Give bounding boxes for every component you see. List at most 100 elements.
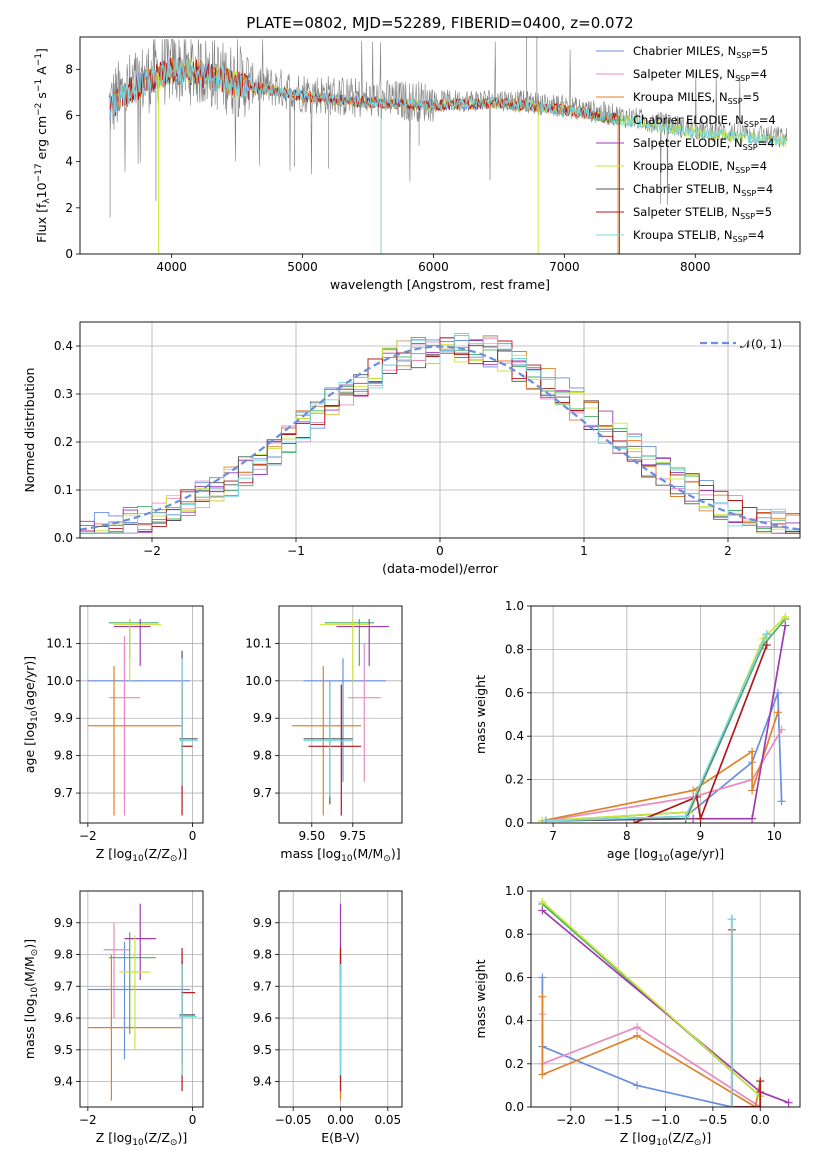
y-tick-label: 10.0 xyxy=(245,674,272,688)
errorbar-point xyxy=(181,680,193,816)
weight-vs-z-plot-area xyxy=(531,891,800,1107)
mass-weight-line xyxy=(545,633,768,822)
axes-frame xyxy=(79,321,801,539)
mass-weight-line xyxy=(545,625,787,822)
y-tick-label: 0.4 xyxy=(505,729,524,743)
y-tick-label: 0.2 xyxy=(505,1057,524,1071)
y-tick-label: 10.0 xyxy=(46,674,73,688)
model-spectrum xyxy=(109,57,787,147)
y-tick-label: 0.3 xyxy=(54,387,73,401)
errorbar-point xyxy=(108,932,156,1034)
mass-weight-marker xyxy=(756,1077,765,1086)
x-axis-label: wavelength [Angstrom, rest frame] xyxy=(330,277,550,292)
y-axis-label: mass weight xyxy=(473,959,488,1038)
y-axis-label: mass weight xyxy=(473,675,488,754)
x-tick-label: 7 xyxy=(549,829,557,843)
errorbar-point xyxy=(114,619,162,681)
y-tick-label: 9.4 xyxy=(253,1075,272,1089)
y-tick-label: 9.8 xyxy=(54,749,73,763)
x-tick-label: 0.00 xyxy=(327,1113,354,1127)
y-tick-label: 9.5 xyxy=(253,1043,272,1057)
y-tick-label: 0.0 xyxy=(505,1100,524,1114)
x-tick-label: 9.75 xyxy=(339,829,366,843)
errorbar-point xyxy=(87,941,190,1060)
residuals-plot-area xyxy=(80,322,800,538)
x-tick-label: 8000 xyxy=(680,260,711,274)
mass-weight-line xyxy=(541,977,761,1107)
x-tick-label: 4000 xyxy=(156,260,187,274)
errorbar-point xyxy=(303,680,353,805)
spectrum-plot-area xyxy=(108,37,788,254)
x-tick-label: 0 xyxy=(189,1113,197,1127)
x-tick-label: 6000 xyxy=(418,260,449,274)
mass-weight-marker xyxy=(538,973,547,982)
axes-frame xyxy=(79,36,801,255)
panel-age-vs-z: −2 0 9.7 9.8 9.9 10.0 10.1 Z [log10(Z/Z⊙)] age [… xyxy=(22,605,204,864)
mass-weight-marker xyxy=(696,814,705,823)
x-axis-label: E(B-V) xyxy=(321,1130,360,1145)
x-tick-label: 10 xyxy=(767,829,782,843)
y-tick-label: 0.6 xyxy=(505,686,524,700)
x-tick-label: 7000 xyxy=(549,260,580,274)
x-axis-label: mass [log10(M/M⊙)] xyxy=(280,846,400,864)
mass-weight-marker xyxy=(756,1103,765,1107)
x-tick-label: −1.5 xyxy=(604,1113,633,1127)
y-axis-label: Normed distribution xyxy=(22,368,37,493)
x-tick-label: 0 xyxy=(436,544,444,558)
axes-frame xyxy=(530,890,801,1108)
y-tick-label: 2 xyxy=(65,201,73,215)
x-tick-label: −0.5 xyxy=(698,1113,727,1127)
y-tick-label: 9.6 xyxy=(54,1011,73,1025)
mass-weight-line xyxy=(541,901,761,1097)
y-tick-label: 0.8 xyxy=(505,642,524,656)
mass-weight-marker xyxy=(689,814,698,823)
mass-weight-marker xyxy=(777,797,786,806)
axes-frame xyxy=(278,605,403,824)
y-tick-label: 9.4 xyxy=(54,1075,73,1089)
y-tick-label: 0.4 xyxy=(54,339,73,353)
axes-frame xyxy=(278,890,403,1108)
y-tick-label: 9.7 xyxy=(54,979,73,993)
x-tick-label: −2 xyxy=(143,544,161,558)
errorbar-point xyxy=(103,922,130,1019)
mass-weight-marker xyxy=(727,915,736,924)
panel-weight-vs-age: 7 8 9 10 0.0 0.2 0.4 0.6 0.8 1.0 age [log10(age/yr… xyxy=(473,599,801,864)
model-spectrum xyxy=(109,57,618,124)
x-tick-label: −2 xyxy=(79,829,97,843)
legend-entry: Kroupa ELODIE, NSSP=4 xyxy=(633,159,767,175)
y-tick-label: 9.8 xyxy=(253,948,272,962)
x-tick-label: 0 xyxy=(189,829,197,843)
x-axis-label: (data-model)/error xyxy=(382,561,499,576)
errorbar-point xyxy=(308,684,361,816)
y-tick-label: 1.0 xyxy=(505,599,524,613)
mass-weight-marker xyxy=(633,1031,642,1040)
y-tick-label: 0.8 xyxy=(505,927,524,941)
y-tick-label: 9.8 xyxy=(253,749,272,763)
legend-entry: Chabrier STELIB, NSSP=4 xyxy=(633,182,773,198)
x-axis-label: Z [log10(Z/Z⊙)] xyxy=(96,1130,187,1148)
mass-weight-marker xyxy=(748,747,757,756)
mass-weight-marker xyxy=(630,819,639,823)
x-axis-label: Z [log10(Z/Z⊙)] xyxy=(620,1130,711,1148)
mass-weight-marker xyxy=(784,1098,793,1107)
mass-weight-marker xyxy=(681,812,690,821)
y-tick-label: 10.1 xyxy=(245,636,272,650)
errorbar-point xyxy=(320,619,370,681)
x-tick-label: −2 xyxy=(79,1113,97,1127)
y-tick-label: 9.9 xyxy=(253,711,272,725)
residual-histogram xyxy=(80,333,800,534)
y-tick-label: 0 xyxy=(65,247,73,261)
mass-weight-marker xyxy=(762,630,771,639)
x-tick-label: −2.0 xyxy=(556,1113,585,1127)
x-tick-label: 8 xyxy=(623,829,631,843)
y-tick-label: 9.9 xyxy=(54,916,73,930)
mass-weight-marker xyxy=(751,1103,760,1107)
errorbar-point xyxy=(179,964,197,1076)
panel-age-vs-mass: 9.50 9.75 9.7 9.8 9.9 10.0 10.1 mass [log10(M/M… xyxy=(245,605,403,864)
errorbar-point xyxy=(303,658,386,782)
errorbar-point xyxy=(336,619,389,666)
errorbar-point xyxy=(114,619,151,666)
gaussian-legend-label: 𝒩(0, 1) xyxy=(740,337,782,351)
panel-weight-vs-z: −2.0 −1.5 −1.0 −0.5 0.0 0.0 0.2 0.4 0.6 0.8 1.0 Z [… xyxy=(473,884,801,1148)
